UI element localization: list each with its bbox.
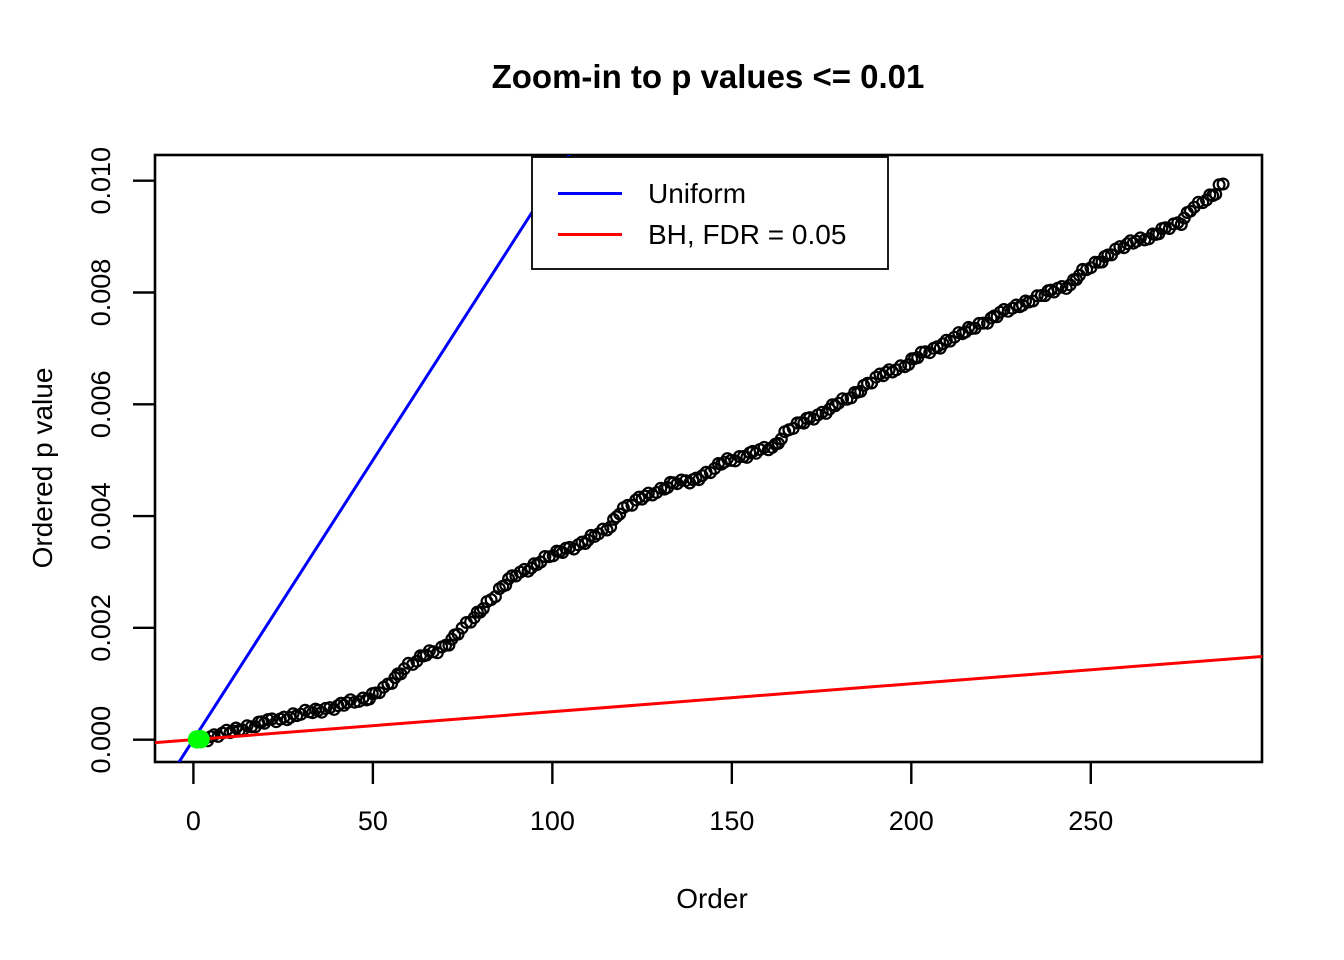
y-tick-label: 0.004 bbox=[86, 482, 116, 550]
x-tick-label: 50 bbox=[358, 806, 388, 836]
data-point bbox=[1183, 204, 1197, 218]
y-tick-label: 0.000 bbox=[86, 706, 116, 774]
legend-uniform-label: Uniform bbox=[648, 178, 746, 209]
data-point bbox=[604, 520, 618, 534]
data-point bbox=[638, 489, 652, 503]
x-tick-label: 0 bbox=[186, 806, 201, 836]
data-point bbox=[860, 376, 874, 390]
data-point bbox=[936, 337, 950, 351]
scatter-points bbox=[198, 177, 1230, 748]
x-tick-label: 200 bbox=[889, 806, 934, 836]
x-tick-label: 150 bbox=[709, 806, 754, 836]
data-point bbox=[476, 602, 490, 616]
data-point bbox=[1030, 289, 1044, 303]
bh-line bbox=[155, 654, 1262, 745]
significant-point bbox=[191, 730, 210, 749]
data-point bbox=[1191, 195, 1205, 209]
data-point bbox=[613, 507, 627, 521]
legend-bh-label: BH, FDR = 0.05 bbox=[648, 219, 846, 250]
y-tick-label: 0.006 bbox=[86, 370, 116, 438]
data-point bbox=[609, 510, 623, 524]
x-axis-label: Order bbox=[676, 883, 748, 914]
data-point bbox=[538, 549, 552, 563]
data-point bbox=[1216, 177, 1230, 191]
data-point bbox=[1174, 218, 1188, 232]
legend-box bbox=[531, 156, 889, 270]
y-axis-label: Ordered p value bbox=[27, 368, 58, 569]
plot-title: Zoom-in to p values <= 0.01 bbox=[492, 58, 925, 95]
significant-points bbox=[187, 730, 210, 749]
data-point bbox=[774, 432, 788, 446]
data-point bbox=[600, 523, 614, 537]
data-point bbox=[1088, 255, 1102, 269]
y-tick-label: 0.010 bbox=[86, 147, 116, 215]
y-tick-label: 0.008 bbox=[86, 259, 116, 327]
y-tick-label: 0.002 bbox=[86, 594, 116, 662]
x-tick-label: 250 bbox=[1068, 806, 1113, 836]
data-point bbox=[473, 605, 487, 619]
data-point bbox=[499, 578, 513, 592]
reference-lines bbox=[155, 155, 1262, 762]
x-axis-ticks: 0 50 100 150 200 250 bbox=[186, 762, 1113, 836]
y-axis-ticks: 0.000 0.002 0.004 0.006 0.008 0.010 bbox=[86, 147, 155, 774]
x-tick-label: 100 bbox=[530, 806, 575, 836]
data-point bbox=[972, 316, 986, 330]
data-point bbox=[502, 572, 516, 586]
uniform-line bbox=[177, 155, 571, 762]
legend: Uniform BH, FDR = 0.05 bbox=[531, 156, 889, 270]
plot-border bbox=[153, 153, 1264, 764]
